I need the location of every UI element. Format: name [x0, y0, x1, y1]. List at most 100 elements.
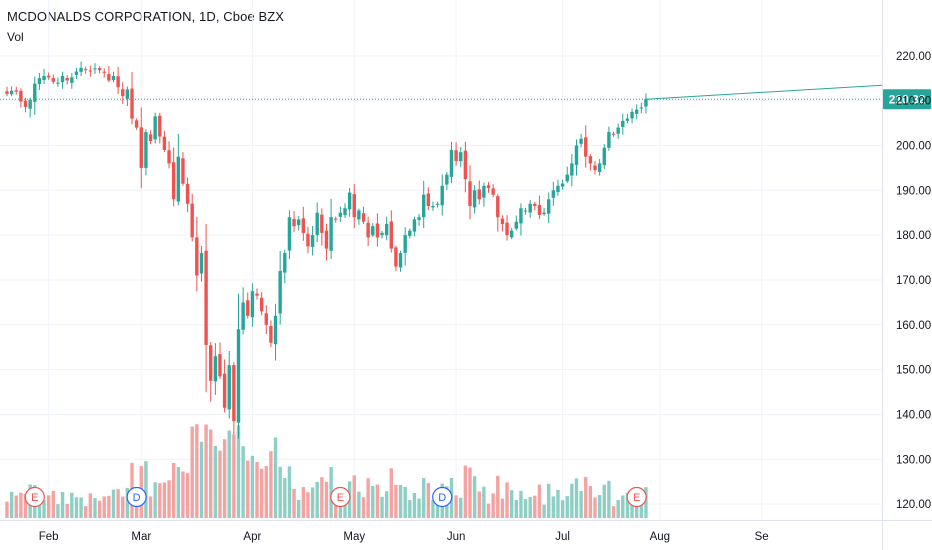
candle-body: [463, 150, 468, 180]
candle-body: [296, 219, 301, 226]
earnings-event-marker[interactable]: E: [24, 486, 45, 508]
earnings-event-marker[interactable]: E: [626, 486, 647, 508]
candle-body: [51, 78, 55, 82]
candle: [51, 74, 55, 85]
volume-indicator-label[interactable]: Vol: [7, 30, 24, 44]
candle: [634, 104, 639, 120]
volume-bar: [97, 500, 102, 518]
volume-bar: [505, 482, 509, 518]
candle-body: [431, 205, 435, 208]
candle-body: [329, 217, 333, 251]
candle-body: [153, 116, 157, 140]
candle-body: [9, 90, 14, 95]
candle: [570, 154, 574, 187]
candle: [389, 210, 393, 253]
volume-bar: [570, 483, 574, 518]
candle-body: [56, 82, 60, 84]
candle-body: [269, 325, 273, 343]
candle-body: [250, 291, 255, 318]
candle-body: [70, 77, 74, 83]
candle: [125, 86, 130, 107]
candle-body: [394, 247, 398, 267]
candle: [241, 287, 245, 335]
volume-bar: [468, 467, 472, 518]
candle: [445, 171, 449, 191]
candle: [287, 210, 292, 259]
y-tick-label: 210.00: [896, 96, 931, 108]
x-tick-label: Jun: [447, 531, 466, 543]
candle-body: [42, 75, 46, 81]
volume-bar: [102, 496, 106, 518]
volume-bar: [533, 495, 537, 518]
candle: [588, 154, 593, 171]
volume-bar: [14, 495, 18, 518]
candle-body: [125, 89, 130, 99]
x-tick-label: Aug: [650, 531, 670, 543]
candle-body: [46, 75, 51, 78]
dividend-event-marker[interactable]: D: [126, 486, 147, 508]
candle-body: [158, 115, 162, 137]
volume-bar: [209, 429, 213, 518]
volume-bar: [218, 450, 222, 518]
candle: [412, 216, 417, 237]
volume-bar: [574, 478, 579, 518]
volume-bar: [296, 499, 301, 518]
candle-body: [60, 75, 65, 83]
volume-bar: [148, 496, 153, 518]
volume-bar: [227, 430, 231, 518]
volume-bar: [500, 498, 505, 518]
candle: [158, 112, 162, 144]
candle: [283, 249, 287, 284]
volume-bar: [380, 496, 384, 518]
candle: [310, 225, 315, 256]
earnings-event-marker[interactable]: E: [330, 486, 351, 508]
candle-body: [556, 185, 560, 193]
x-tick-label: Mar: [131, 531, 151, 543]
volume-bar: [584, 476, 588, 518]
volume-bar: [375, 484, 380, 518]
candle-body: [505, 222, 509, 236]
candle-body: [607, 132, 611, 148]
volume-bar: [334, 502, 338, 518]
candle-body: [343, 208, 347, 216]
candle-body: [347, 192, 352, 210]
volume-bar: [60, 491, 65, 518]
candle-body: [19, 90, 23, 102]
candle-body: [352, 194, 356, 218]
candle-body: [255, 293, 259, 296]
candle-body: [630, 111, 634, 119]
candle: [472, 185, 477, 214]
volume-bar: [639, 502, 644, 518]
candle-body: [403, 235, 407, 253]
candle: [505, 215, 509, 241]
candle-body: [514, 221, 518, 229]
dividend-event-marker[interactable]: D: [432, 486, 453, 508]
price-axis: 220.00 210.00 200.00 190.00 180.00 170.00 160.…: [896, 51, 931, 511]
volume-bar: [537, 484, 542, 518]
volume-bar: [463, 465, 468, 518]
candle: [111, 71, 116, 83]
candle: [496, 194, 500, 232]
candle-body: [528, 203, 532, 213]
volume-bar: [195, 424, 199, 518]
candle-body: [602, 147, 606, 166]
candle: [19, 88, 23, 108]
candle-body: [459, 152, 463, 162]
candle: [343, 203, 347, 218]
volume-bar: [181, 471, 185, 518]
volume-bar: [384, 491, 389, 518]
y-tick-label: 190.00: [896, 185, 931, 197]
volume-bar: [255, 461, 259, 518]
candle: [209, 342, 213, 402]
candle: [500, 215, 505, 232]
candle-body: [218, 354, 222, 377]
candle-body: [287, 217, 292, 251]
y-tick-label: 180.00: [896, 230, 931, 242]
candle: [375, 213, 380, 247]
candle: [190, 193, 194, 242]
volume-bar: [607, 480, 611, 518]
volume-bar: [514, 499, 518, 518]
candle-body: [361, 213, 366, 222]
candle: [199, 245, 204, 282]
